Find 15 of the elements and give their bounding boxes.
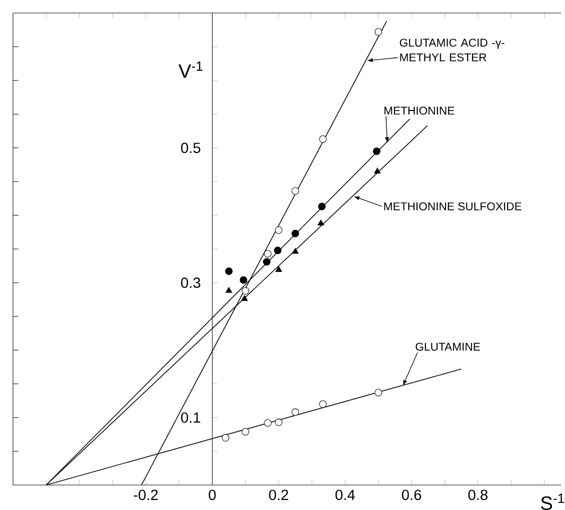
x-tick-label: -0.2 (134, 490, 158, 500)
x-tick-label: 0.4 (335, 490, 355, 500)
y-tick-label: 0.1 (181, 412, 200, 423)
legend-label: METHIONINE SULFOXIDE (384, 202, 522, 210)
x-tick-label: 0.2 (269, 490, 288, 500)
x-tick-label: 0.8 (468, 490, 488, 500)
x-tick-label: 0.6 (402, 490, 422, 500)
y-tick-label: 0.3 (181, 278, 200, 288)
y-axis-title: V$^{-1}$ (178, 62, 202, 78)
text: GLUTAMINE (416, 342, 480, 351)
x-tick-label: 0 (208, 490, 216, 500)
series-label: METHIONINE (384, 106, 454, 115)
y-tick-label: 0.5 (181, 142, 200, 154)
x-axis-title: S$^{-1}$ (540, 494, 564, 510)
series-label: GLUTAMIC ACID -γ- METHYL ESTER (400, 38, 504, 62)
